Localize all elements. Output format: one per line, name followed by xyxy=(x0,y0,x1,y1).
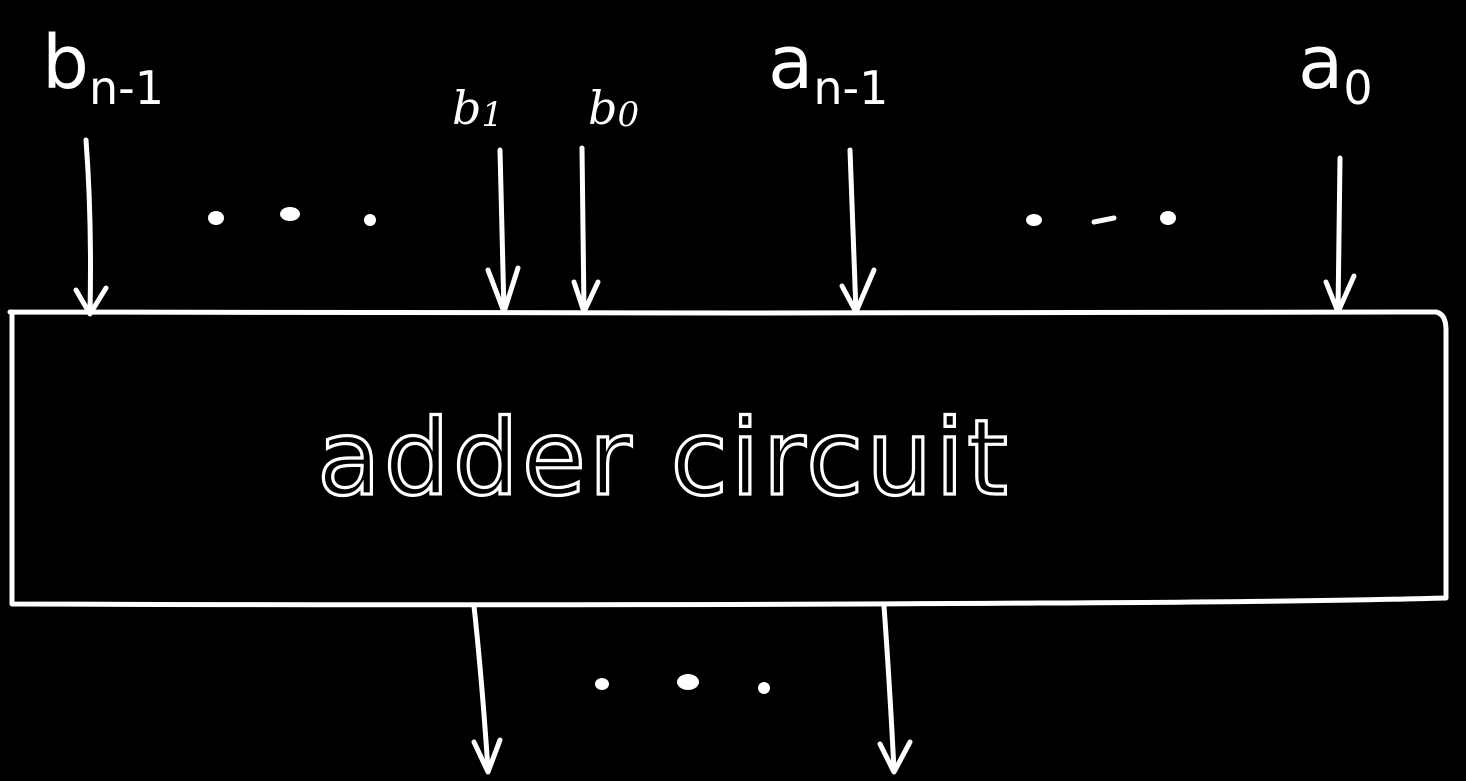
input-wire-b-n-minus-1 xyxy=(73,137,109,317)
label-b-0: b0 xyxy=(588,81,639,135)
input-wire-b-1 xyxy=(485,147,521,315)
label-a-n-minus-1: an-1 xyxy=(768,20,888,115)
label-a-n-minus-1-base: a xyxy=(768,20,813,106)
input-wire-a-n-minus-1 xyxy=(839,147,877,315)
label-b-n-minus-1-base: b xyxy=(42,20,89,106)
input-wire-a-0 xyxy=(1323,155,1357,315)
ellipsis-dot xyxy=(758,682,770,694)
label-a-0-base: a xyxy=(1298,20,1343,106)
label-b-1-base: b xyxy=(452,81,481,135)
adder-box-label: adder circuit xyxy=(317,397,1011,519)
label-b-0-base: b xyxy=(588,81,617,135)
ellipsis-dot xyxy=(677,674,699,690)
ellipsis-dot xyxy=(208,211,224,225)
label-b-1-sub: 1 xyxy=(481,95,503,135)
ellipsis-dot xyxy=(364,214,376,226)
ellipsis-dot xyxy=(280,207,300,221)
label-b-n-minus-1-sub: n-1 xyxy=(89,61,164,115)
ellipsis-dots-b xyxy=(208,207,376,226)
output-wire-right xyxy=(877,603,913,775)
label-a-0-sub: 0 xyxy=(1343,61,1372,115)
label-a-n-minus-1-sub: n-1 xyxy=(813,61,888,115)
ellipsis-dot xyxy=(1160,211,1176,225)
adder-box xyxy=(7,309,1449,608)
label-b-0-sub: 0 xyxy=(617,95,639,135)
output-wire-left xyxy=(471,603,503,775)
input-wire-b-0 xyxy=(571,145,601,315)
label-b-n-minus-1: bn-1 xyxy=(42,20,164,115)
ellipsis-dots-outputs xyxy=(595,674,770,694)
ellipsis-dots-a xyxy=(1026,211,1176,226)
ellipsis-dot xyxy=(1026,214,1042,226)
label-a-0: a0 xyxy=(1298,20,1373,115)
ellipsis-dot xyxy=(595,678,609,690)
ellipsis-dash xyxy=(1091,215,1117,225)
label-b-1: b1 xyxy=(452,81,503,135)
